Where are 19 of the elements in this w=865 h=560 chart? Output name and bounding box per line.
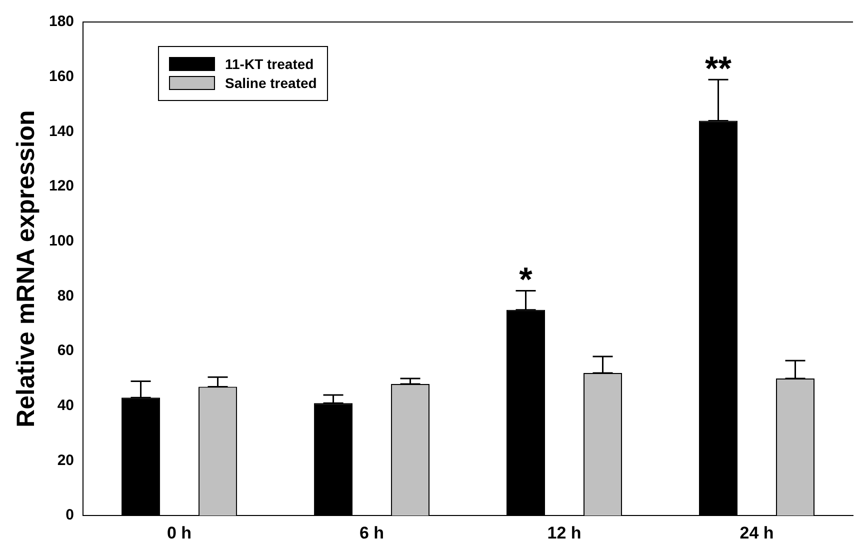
y-tick-label: 40	[57, 397, 74, 414]
y-tick-label: 60	[57, 342, 74, 360]
x-tick-label: 12 h	[547, 523, 582, 542]
y-tick-label: 140	[48, 122, 74, 140]
x-tick-label: 0 h	[166, 523, 192, 542]
y-tick-label: 120	[48, 178, 74, 195]
x-tick-label: 24 h	[740, 523, 774, 542]
y-tick-label: 100	[48, 232, 74, 250]
y-tick-label: 80	[57, 287, 74, 304]
y-axis-title: Relative mRNA expression	[12, 110, 40, 428]
data-label: **	[705, 50, 732, 88]
data-label: *	[519, 261, 534, 300]
y-tick-label: 180	[48, 13, 74, 30]
y-tick-label: 160	[48, 68, 74, 85]
x-tick-label: 6 h	[359, 523, 384, 542]
y-tick-label: 20	[57, 452, 74, 469]
legend-label: Saline treated	[225, 75, 317, 91]
legend-label: 11-KT treated	[225, 56, 314, 72]
y-tick-label: 0	[66, 506, 74, 524]
